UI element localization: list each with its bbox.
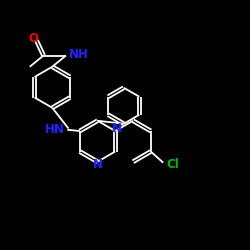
Text: NH: NH: [69, 48, 89, 62]
Text: HN: HN: [45, 123, 65, 136]
Text: N: N: [92, 158, 102, 171]
Text: O: O: [28, 32, 38, 44]
Text: Cl: Cl: [166, 158, 179, 171]
Text: N: N: [112, 122, 122, 136]
